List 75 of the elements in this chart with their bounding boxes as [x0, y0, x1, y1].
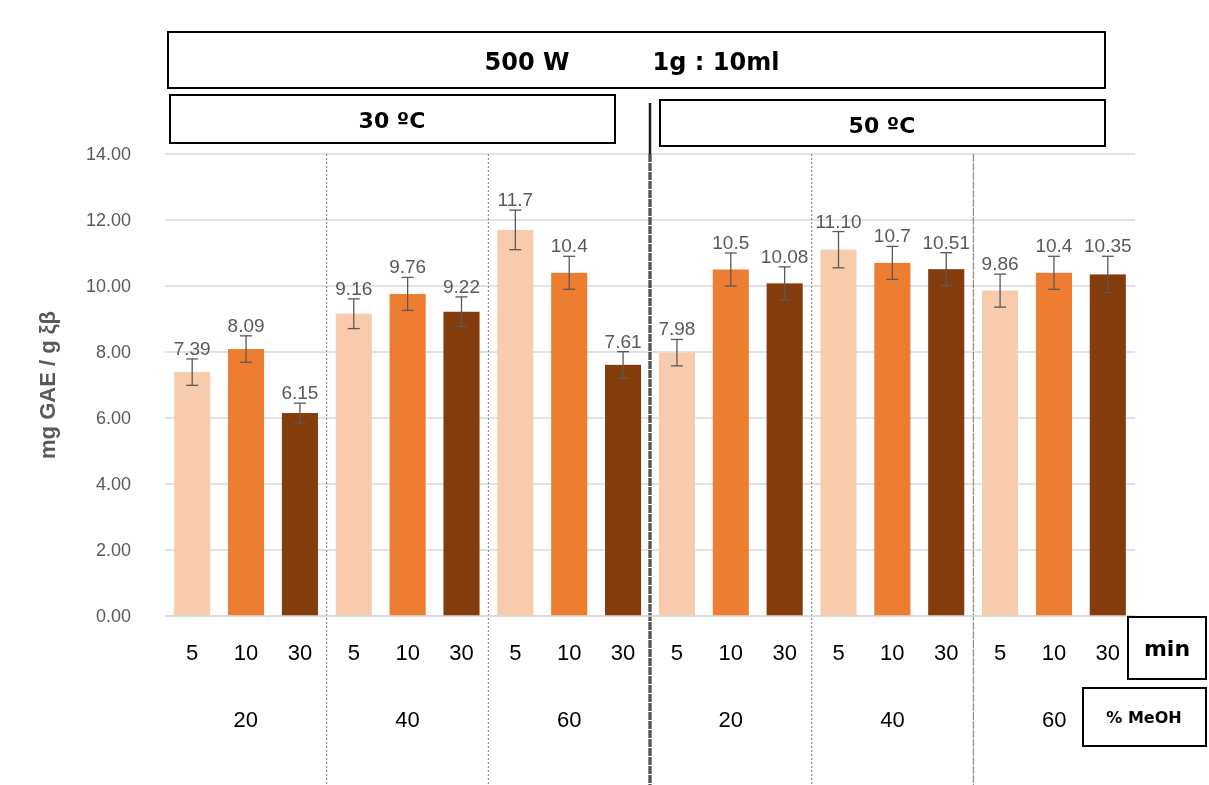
x-tick-label: 10	[1041, 640, 1067, 665]
x-tick-label: 5	[509, 640, 522, 665]
bar	[658, 352, 695, 616]
bar	[335, 313, 372, 616]
data-label: 9.76	[389, 256, 427, 278]
x-tick-label: 30	[449, 640, 474, 665]
data-label: 10.7	[873, 225, 911, 247]
text: 40	[395, 707, 420, 732]
data-label: 7.61	[604, 330, 642, 352]
x-tick-label: 30	[610, 640, 636, 665]
bar	[928, 269, 965, 616]
y-tick-label: 0.00	[95, 606, 131, 627]
x-tick-label: 5	[347, 640, 360, 665]
y-tick-label: 4.00	[95, 474, 131, 495]
x-tick-label: 10	[233, 640, 259, 665]
bar	[497, 229, 534, 616]
data-label: 10.4	[1035, 235, 1073, 257]
bar	[443, 311, 480, 616]
x-tick-label: 5	[832, 640, 845, 665]
bar	[766, 283, 803, 616]
y-tick-label: 6.00	[95, 408, 131, 429]
data-label: 10.35	[1084, 235, 1132, 257]
y-tick-label: 12.00	[85, 210, 131, 231]
text: 60	[1041, 707, 1067, 732]
bar	[1035, 272, 1072, 616]
data-label: 11.10	[815, 210, 862, 232]
x-tick-label: 10	[880, 640, 905, 665]
bar	[174, 372, 211, 616]
data-label: 10.08	[760, 245, 809, 267]
x-tick-label: 5	[186, 640, 199, 665]
text: 40	[880, 707, 905, 732]
x-tick-label: 30	[772, 640, 797, 665]
data-label: 10.51	[922, 231, 970, 253]
x-tick-label: 5	[670, 640, 684, 665]
y-tick-label: 10.00	[85, 276, 131, 297]
y-axis-title: mg GAE / g ξβ	[35, 311, 60, 459]
y-tick-label: 14.00	[85, 144, 131, 165]
data-label: 7.98	[658, 318, 696, 340]
x-tick-label: 5	[993, 640, 1007, 665]
text: 30 ºC	[358, 108, 426, 133]
text: 500 W	[484, 48, 570, 76]
text: % MeOH	[1106, 708, 1182, 727]
x-tick-label: 10	[395, 640, 420, 665]
data-label: 9.22	[443, 275, 480, 297]
bar	[228, 349, 265, 616]
data-label: 9.86	[981, 253, 1019, 275]
data-label: 11.7	[497, 189, 534, 211]
x-tick-label: 10	[718, 640, 744, 665]
y-tick-label: 2.00	[95, 540, 131, 561]
bar	[874, 262, 911, 616]
bar	[389, 293, 426, 616]
x-tick-label: 30	[933, 640, 959, 665]
bar	[820, 249, 857, 616]
bar	[1089, 274, 1126, 616]
text: 20	[233, 707, 259, 732]
x-tick-label: 30	[1095, 640, 1121, 665]
data-label: 9.16	[335, 277, 373, 299]
data-label: 6.15	[281, 382, 319, 404]
data-label: 8.09	[227, 314, 265, 336]
bar	[551, 272, 588, 616]
text: min	[1143, 636, 1191, 661]
bar	[281, 413, 318, 616]
bar	[982, 290, 1019, 616]
text: 60	[556, 707, 582, 732]
x-tick-label: 30	[287, 640, 313, 665]
x-tick-label: 10	[556, 640, 582, 665]
y-tick-label: 8.00	[95, 342, 131, 363]
data-label: 10.4	[550, 235, 589, 257]
data-label: 10.5	[712, 232, 750, 253]
text: 1g : 10ml	[652, 48, 780, 76]
text: 20	[718, 707, 744, 732]
bar	[605, 364, 642, 616]
bar	[712, 269, 749, 616]
data-label: 7.39	[173, 337, 211, 359]
text: 50 ºC	[848, 113, 916, 138]
